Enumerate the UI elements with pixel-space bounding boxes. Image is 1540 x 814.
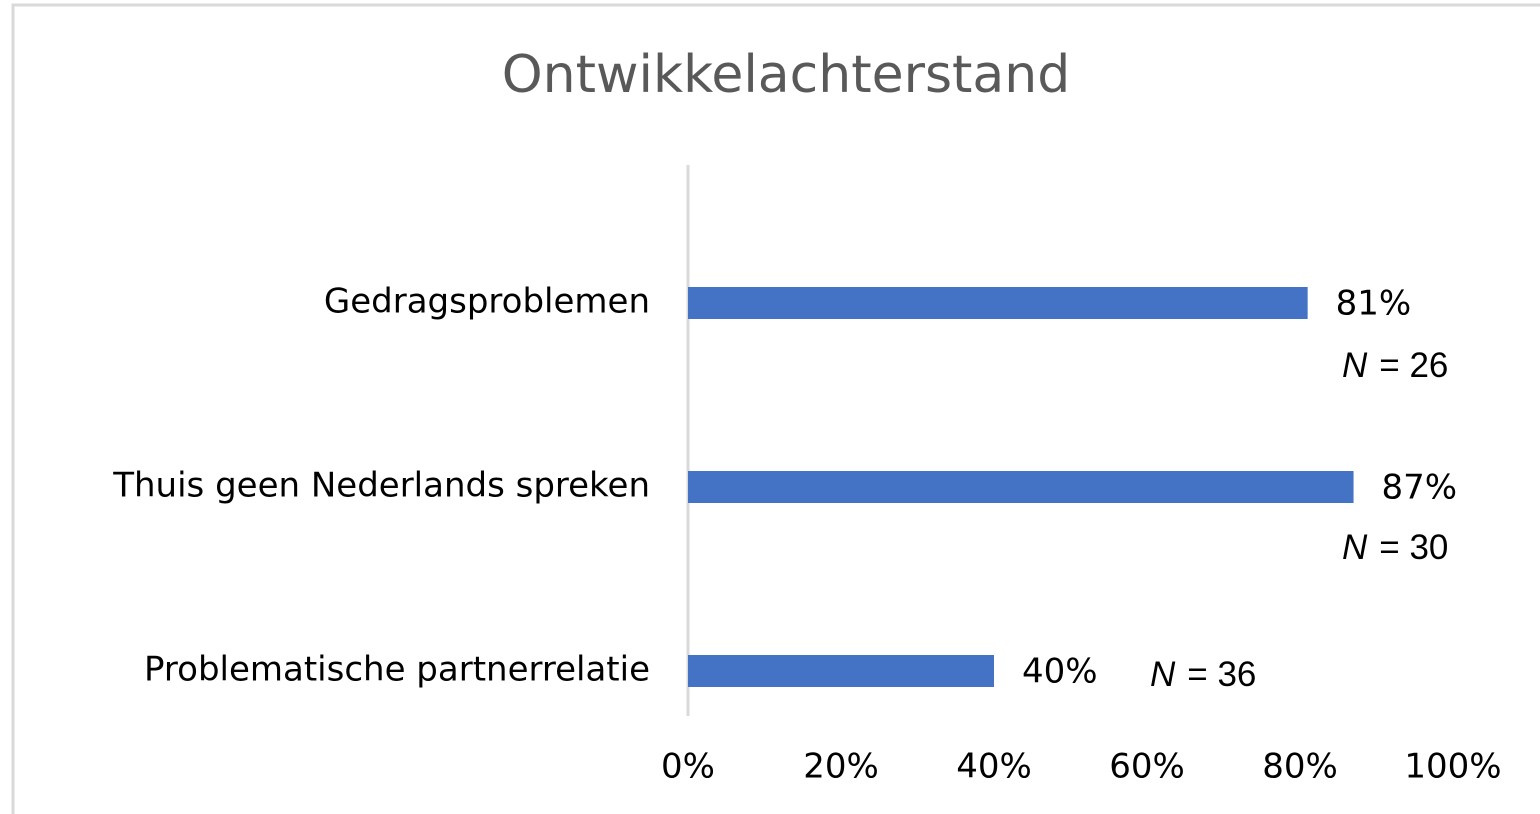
x-tick-label: 20%	[803, 747, 879, 787]
y-tick-label: Thuis geen Nederlands spreken	[112, 466, 650, 506]
annotation-text: = 30	[1379, 528, 1448, 567]
data-label: 40%	[1022, 652, 1098, 692]
bar	[688, 287, 1308, 319]
y-tick-label: Problematische partnerrelatie	[144, 650, 650, 690]
data-label: 87%	[1382, 468, 1458, 508]
x-tick-label: 60%	[1109, 747, 1185, 787]
chart-border	[11, 3, 1540, 814]
annotation: N = 36	[1150, 655, 1256, 694]
annotation: N = 26	[1342, 346, 1448, 385]
x-tick-label: 0%	[661, 747, 715, 787]
x-tick-label: 100%	[1404, 747, 1501, 787]
x-tick-label: 80%	[1262, 747, 1338, 787]
annotation-symbol: N	[1342, 346, 1368, 385]
y-tick-label: Gedragsproblemen	[324, 282, 650, 322]
annotation: N = 30	[1342, 528, 1448, 567]
annotation-symbol: N	[1342, 528, 1368, 567]
annotation-text: = 26	[1379, 346, 1448, 385]
bar	[688, 471, 1354, 503]
bar	[688, 655, 994, 687]
annotation-text: = 36	[1187, 655, 1256, 694]
data-label: 81%	[1336, 284, 1412, 324]
x-tick-label: 40%	[956, 747, 1032, 787]
annotation-symbol: N	[1150, 655, 1176, 694]
chart-title: Ontwikkelachterstand	[502, 45, 1071, 105]
